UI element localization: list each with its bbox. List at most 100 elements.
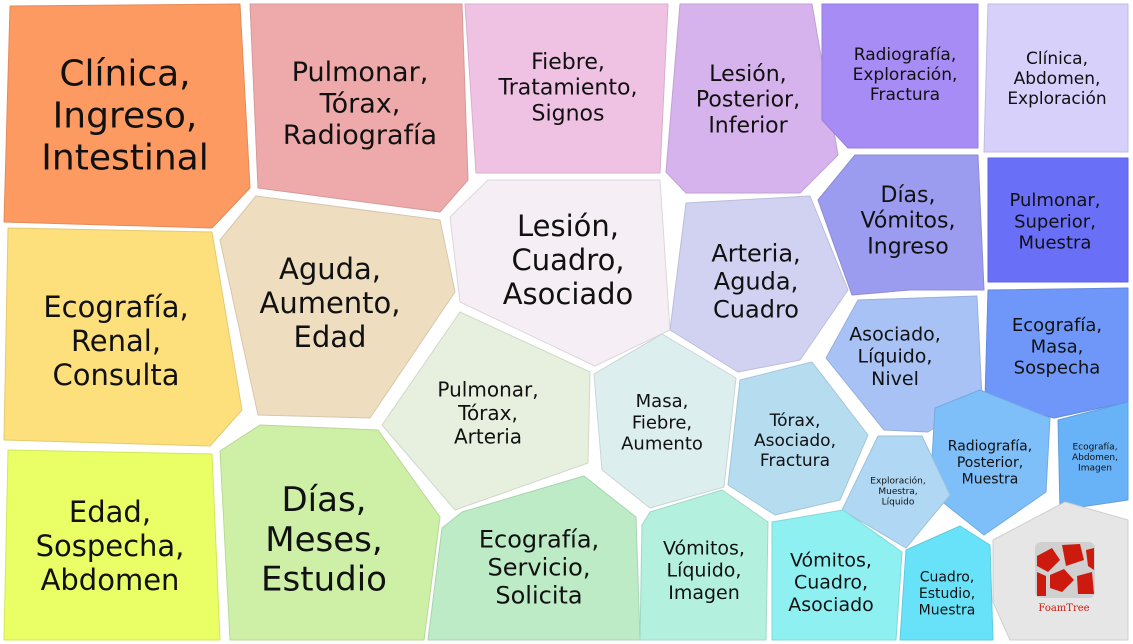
- treemap-cell-label-line: Arteria,: [711, 239, 800, 267]
- treemap-cell-label-line: Inferior: [708, 113, 788, 138]
- treemap-cell-label[interactable]: Vómitos, Líquido, Imagen: [663, 537, 745, 604]
- treemap-cell-label-line: Sospecha: [1014, 357, 1101, 378]
- treemap-cell-label-line: Pulmonar,: [1009, 190, 1100, 211]
- treemap-cell-label-line: Abdomen,: [1072, 453, 1118, 463]
- treemap-cell-label-line: Arteria: [454, 424, 522, 448]
- treemap-cell-label[interactable]: Ecografía, Abdomen, Imagen: [1072, 443, 1118, 474]
- treemap-cell-label-line: Tórax,: [769, 411, 821, 431]
- treemap-cell-label-line: Muestra,: [878, 487, 917, 497]
- treemap-cell[interactable]: [825, 295, 983, 433]
- treemap-cell-label-line: Ecografía,: [479, 525, 599, 553]
- treemap-cell-label-line: Intestinal: [41, 138, 208, 179]
- treemap-cell[interactable]: [984, 287, 1129, 419]
- treemap-cell[interactable]: [669, 195, 849, 373]
- treemap-cell-label-line: Estudio,: [919, 586, 975, 602]
- treemap-cell[interactable]: [3, 3, 251, 229]
- treemap-cell-label-line: Ecografía,: [1072, 443, 1117, 453]
- treemap-cell-label-line: Aumento,: [259, 286, 400, 320]
- treemap-cell[interactable]: [771, 509, 903, 641]
- treemap-cell-label[interactable]: Radiografía, Posterior, Muestra: [948, 439, 1032, 488]
- treemap-cell-label-line: Masa,: [636, 391, 689, 412]
- treemap-cell[interactable]: [817, 154, 985, 296]
- treemap-cell-label-line: Vómitos,: [663, 537, 745, 559]
- treemap-cell-label[interactable]: Asociado, Líquido, Nivel: [849, 323, 941, 390]
- treemap-cell-label[interactable]: Días, Meses, Estudio: [261, 480, 387, 600]
- treemap-cell-label[interactable]: Ecografía, Servicio, Solicita: [479, 525, 599, 609]
- treemap-cell[interactable]: [593, 333, 737, 509]
- treemap-cell-label[interactable]: Ecografía, Renal, Consulta: [43, 290, 188, 392]
- treemap-cell-label[interactable]: Clínica, Abdomen, Exploración: [1007, 49, 1106, 109]
- treemap-cell-label[interactable]: Días, Vómitos, Ingreso: [861, 183, 956, 259]
- treemap-cell-label-line: Renal,: [71, 324, 161, 358]
- treemap-cell-label-line: Cuadro,: [920, 570, 975, 586]
- treemap-cell-label-line: Solicita: [495, 582, 582, 610]
- treemap-cell-label[interactable]: Arteria, Aguda, Cuadro: [711, 239, 800, 323]
- treemap-cell-label[interactable]: Lesión, Posterior, Inferior: [696, 62, 800, 138]
- treemap-cell-label[interactable]: Ecografía, Masa, Sospecha: [1012, 315, 1102, 378]
- treemap-cell-label-line: Líquido,: [858, 346, 933, 368]
- treemap-cell-label-line: Posterior,: [696, 88, 800, 113]
- treemap-cell-label[interactable]: Cuadro, Estudio, Muestra: [919, 570, 976, 619]
- treemap-cell-label-line: Tórax,: [319, 88, 401, 119]
- treemap-cell-label[interactable]: Vómitos, Cuadro, Asociado: [788, 549, 874, 616]
- treemap-cell-label-line: Meses,: [265, 520, 382, 560]
- treemap-cell-label-line: Exploración,: [853, 65, 958, 85]
- treemap-cell[interactable]: [821, 3, 979, 149]
- treemap-cell[interactable]: [3, 449, 221, 641]
- treemap-cell-label-line: Días,: [881, 183, 936, 208]
- treemap-cell-label-line: Cuadro: [713, 296, 799, 324]
- treemap-cell-label-line: Aguda,: [279, 252, 381, 286]
- treemap-cell-label-line: Ecografía,: [43, 290, 188, 324]
- treemap-cell[interactable]: [983, 3, 1129, 153]
- treemap-cell-label-line: Vómitos,: [861, 209, 956, 234]
- treemap-cell-label-line: Tórax,: [457, 401, 518, 425]
- treemap-cell[interactable]: [464, 3, 669, 174]
- treemap-cell[interactable]: [727, 361, 869, 516]
- treemap-cell[interactable]: [987, 157, 1129, 283]
- treemap-cell-label[interactable]: Edad, Sospecha, Abdomen: [36, 495, 185, 597]
- treemap-cell-label-line: Consulta: [52, 358, 179, 392]
- treemap-cell-label-line: Cuadro,: [794, 572, 868, 594]
- treemap-cell[interactable]: [449, 179, 671, 367]
- treemap-cell[interactable]: [899, 525, 994, 641]
- treemap-cell[interactable]: [219, 195, 456, 419]
- treemap-cell[interactable]: [3, 227, 243, 447]
- treemap-cell-label[interactable]: Fiebre, Tratamiento, Signos: [498, 50, 638, 126]
- treemap-cell-label[interactable]: Radiografía, Exploración, Fractura: [853, 45, 958, 105]
- treemap-cell-label-line: Radiografía: [283, 120, 437, 151]
- treemap-cell-label-line: Lesión,: [709, 62, 786, 87]
- treemap-cell-label[interactable]: Pulmonar, Tórax, Arteria: [437, 378, 538, 449]
- treemap-cell[interactable]: [1057, 401, 1129, 511]
- treemap-cell-label[interactable]: Clínica, Ingreso, Intestinal: [41, 54, 208, 179]
- treemap-cell-label-line: Abdomen,: [1014, 69, 1101, 89]
- treemap-cell-label-line: Aumento: [621, 433, 703, 454]
- treemap-cell-label-line: Fractura: [870, 85, 940, 105]
- treemap-cell-label[interactable]: Lesión, Cuadro, Asociado: [503, 209, 634, 311]
- treemap-cell[interactable]: [249, 3, 469, 213]
- treemap-cell[interactable]: [219, 424, 441, 641]
- treemap-cell[interactable]: [381, 311, 591, 511]
- treemap-cell-label-line: Imagen: [668, 582, 740, 604]
- treemap-cell-label[interactable]: Exploración, Muestra, Líquido: [870, 476, 925, 508]
- treemap-cell-label-line: Exploración,: [870, 476, 925, 487]
- treemap-cell-label-line: Masa,: [1031, 336, 1084, 357]
- treemap-cell-label[interactable]: Aguda, Aumento, Edad: [259, 252, 400, 354]
- treemap-cell-label[interactable]: Pulmonar, Tórax, Radiografía: [283, 57, 437, 151]
- treemap-cell-label-line: Posterior,: [957, 455, 1023, 471]
- treemap-cell-label-line: Vómitos,: [790, 549, 872, 571]
- treemap-cell[interactable]: [665, 3, 839, 194]
- treemap-cell-label-line: Sospecha,: [36, 529, 185, 563]
- treemap-cell-label[interactable]: Tórax, Asociado, Fractura: [754, 411, 836, 471]
- treemap-cell[interactable]: [639, 489, 769, 641]
- treemap-cell-label-line: Exploración: [1007, 89, 1106, 109]
- treemap-cell-label-line: Asociado: [788, 594, 874, 616]
- treemap-cell-label-line: Líquido,: [667, 560, 742, 582]
- treemap-cell-label-line: Fiebre,: [632, 412, 692, 433]
- treemap-cell[interactable]: [841, 435, 951, 549]
- treemap-cell-label[interactable]: Masa, Fiebre, Aumento: [621, 391, 703, 454]
- treemap-cell-label-line: Asociado,: [849, 323, 941, 345]
- treemap-cell-label-line: Muestra: [919, 602, 976, 618]
- treemap-cell-label[interactable]: Pulmonar, Superior, Muestra: [1009, 190, 1100, 253]
- treemap-cell-label-line: Nivel: [871, 368, 919, 390]
